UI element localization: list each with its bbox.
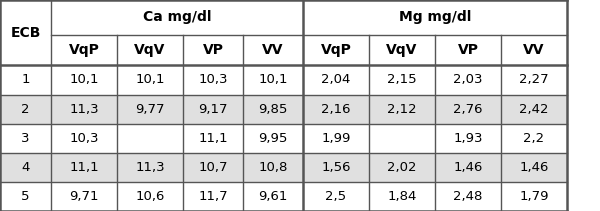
Text: 2,12: 2,12	[387, 103, 417, 116]
Text: 1,79: 1,79	[519, 190, 549, 203]
Text: 4: 4	[22, 161, 29, 174]
Text: 11,1: 11,1	[198, 132, 228, 145]
Text: VqV: VqV	[134, 43, 166, 57]
Text: 2,16: 2,16	[321, 103, 351, 116]
Text: 9,95: 9,95	[259, 132, 287, 145]
Text: 2,48: 2,48	[454, 190, 482, 203]
Text: 2,15: 2,15	[387, 73, 417, 87]
Text: VqP: VqP	[68, 43, 100, 57]
Text: 5: 5	[21, 190, 30, 203]
Text: 9,85: 9,85	[259, 103, 287, 116]
Bar	[0, 35, 567, 65]
Text: 10,7: 10,7	[198, 161, 228, 174]
Text: ECB: ECB	[10, 26, 41, 40]
Text: 2,27: 2,27	[519, 73, 549, 87]
Text: 9,17: 9,17	[198, 103, 228, 116]
Text: VV: VV	[523, 43, 545, 57]
Text: VqV: VqV	[386, 43, 418, 57]
Bar	[0, 65, 567, 95]
Text: 9,61: 9,61	[259, 190, 287, 203]
Text: 11,3: 11,3	[69, 103, 99, 116]
Text: VP: VP	[458, 43, 479, 57]
Text: 9,77: 9,77	[135, 103, 165, 116]
Text: 10,1: 10,1	[69, 73, 99, 87]
Text: VP: VP	[203, 43, 223, 57]
Text: 2: 2	[21, 103, 30, 116]
Text: 2,04: 2,04	[322, 73, 350, 87]
Text: 1,46: 1,46	[520, 161, 548, 174]
Text: 10,1: 10,1	[135, 73, 165, 87]
Text: 2,2: 2,2	[523, 132, 545, 145]
Bar	[0, 95, 567, 124]
Text: Mg mg/dl: Mg mg/dl	[399, 10, 471, 24]
Text: 2,03: 2,03	[453, 73, 483, 87]
Text: VV: VV	[262, 43, 284, 57]
Text: 1,84: 1,84	[388, 190, 416, 203]
Text: 3: 3	[21, 132, 30, 145]
Text: 10,3: 10,3	[198, 73, 228, 87]
Text: VqP: VqP	[320, 43, 352, 57]
Text: 10,3: 10,3	[69, 132, 99, 145]
Text: 2,42: 2,42	[519, 103, 549, 116]
Text: 1: 1	[21, 73, 30, 87]
Text: 1,56: 1,56	[321, 161, 351, 174]
Text: 1,99: 1,99	[322, 132, 350, 145]
Bar	[0, 0, 567, 35]
Bar	[0, 153, 567, 182]
Text: 10,8: 10,8	[259, 161, 287, 174]
Text: 11,7: 11,7	[198, 190, 228, 203]
Text: 2,5: 2,5	[325, 190, 347, 203]
Bar	[0, 124, 567, 153]
Text: 2,02: 2,02	[387, 161, 417, 174]
Text: Ca mg/dl: Ca mg/dl	[143, 10, 211, 24]
Text: 2,76: 2,76	[453, 103, 483, 116]
Text: 1,93: 1,93	[453, 132, 483, 145]
Text: 1,46: 1,46	[454, 161, 482, 174]
Text: 10,1: 10,1	[258, 73, 288, 87]
Text: 11,3: 11,3	[135, 161, 165, 174]
Text: 10,6: 10,6	[136, 190, 164, 203]
Text: 9,71: 9,71	[69, 190, 99, 203]
Text: 11,1: 11,1	[69, 161, 99, 174]
Bar	[0, 182, 567, 211]
